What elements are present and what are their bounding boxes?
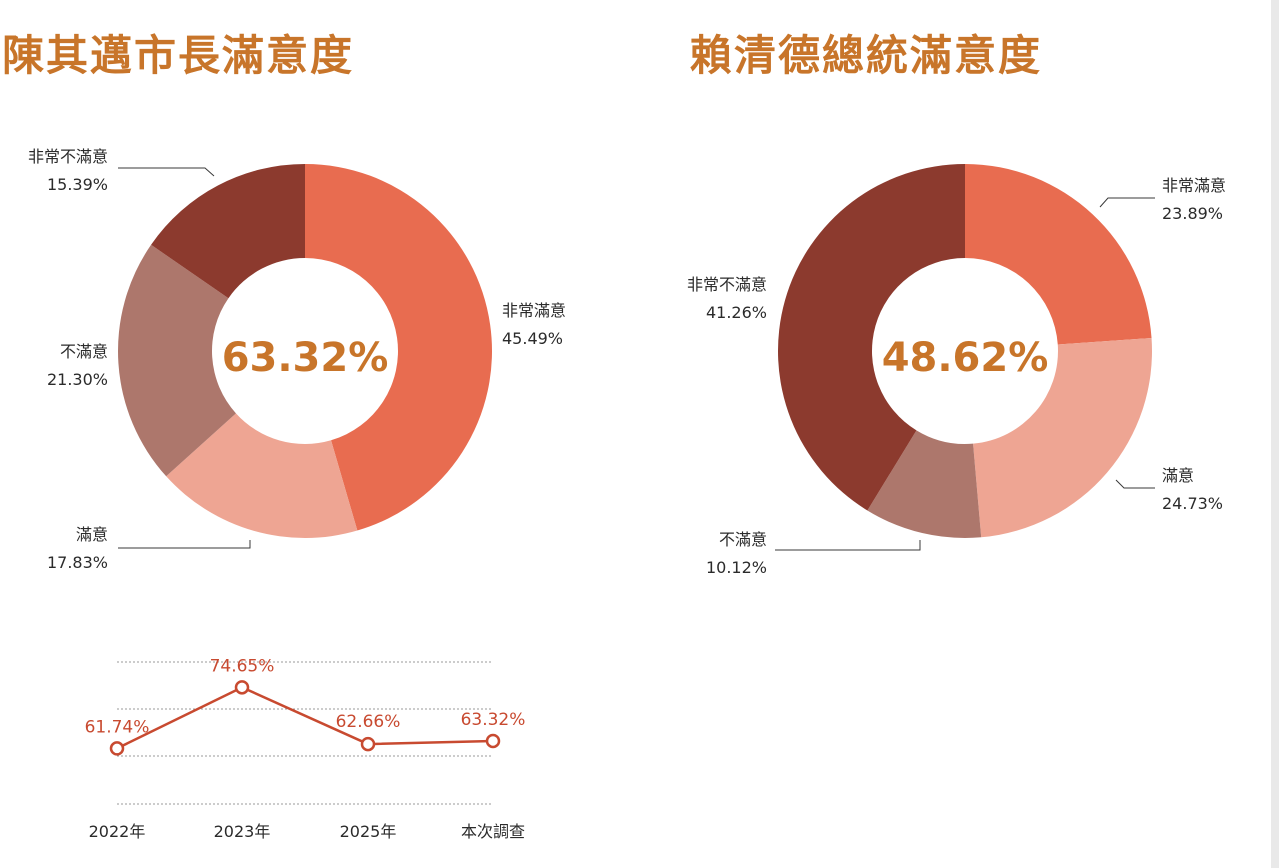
donut0-slice-1 — [166, 413, 358, 539]
donut0-slice-0 — [305, 164, 493, 531]
donut0-center-value: 63.32% — [222, 335, 389, 381]
donut1-slice-name-3: 非常不滿意 — [687, 275, 767, 294]
donut0-slice-value-2: 21.30% — [47, 370, 108, 389]
donut1-center-value: 48.62% — [882, 335, 1049, 381]
donut0-slice-value-1: 17.83% — [47, 553, 108, 572]
chart-title-mayor: 陳其邁市長滿意度 — [2, 31, 355, 80]
trend-point-0 — [109, 741, 125, 756]
trend-point-3 — [485, 733, 501, 749]
donut1-leader-line-1 — [1115, 479, 1155, 489]
donut1-slice-name-2: 不滿意 — [719, 530, 767, 549]
donut1-slice-value-2: 10.12% — [706, 558, 767, 577]
trend-x-tick-2: 2025年 — [340, 822, 397, 841]
trend-point-2 — [360, 736, 376, 752]
donut1-slice-2 — [867, 430, 982, 538]
donut1-slice-0 — [965, 164, 1152, 345]
donut0-slice-name-3: 非常不滿意 — [28, 147, 108, 166]
donut0-leader-line-3 — [118, 167, 215, 177]
donut0-slice-3 — [151, 164, 305, 299]
trend-x-tick-0: 2022年 — [89, 822, 146, 841]
donut1-slice-1 — [973, 337, 1153, 538]
trend-value-label-1: 74.65% — [210, 656, 275, 676]
chart-title-president: 賴清德總統滿意度 — [690, 31, 1043, 80]
donut0-slice-value-3: 15.39% — [47, 175, 108, 194]
donut0-slice-name-2: 不滿意 — [60, 342, 108, 361]
trend-line — [116, 685, 494, 750]
trend-value-label-2: 62.66% — [336, 712, 401, 732]
donut1-slice-name-0: 非常滿意 — [1162, 176, 1226, 195]
donut1-slice-3 — [778, 164, 965, 511]
donut1-slice-value-3: 41.26% — [706, 303, 767, 322]
trend-value-label-0: 61.74% — [85, 717, 150, 737]
trend-x-tick-3: 本次調查 — [461, 822, 525, 841]
donut0-slice-value-0: 45.49% — [502, 329, 563, 348]
donut0-slice-name-1: 滿意 — [76, 525, 108, 544]
trend-value-label-3: 63.32% — [461, 710, 526, 730]
window-edge — [1271, 0, 1279, 868]
donut0-leader-line-1 — [118, 540, 251, 549]
donut1-leader-line-2 — [775, 540, 921, 551]
donut1-slice-name-1: 滿意 — [1162, 466, 1194, 485]
donut1-slice-value-1: 24.73% — [1162, 494, 1223, 513]
donut1-leader-line-0 — [1099, 197, 1155, 208]
trend-point-1 — [234, 680, 250, 695]
donut1-slice-value-0: 23.89% — [1162, 204, 1223, 223]
donut0-slice-name-0: 非常滿意 — [502, 301, 566, 320]
donut0-slice-2 — [117, 244, 236, 477]
trend-x-tick-1: 2023年 — [214, 822, 271, 841]
